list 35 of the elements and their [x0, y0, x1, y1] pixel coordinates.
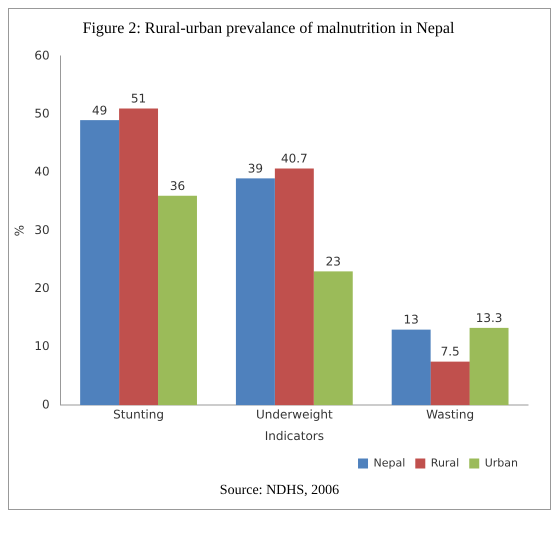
data-label: 51 — [130, 92, 146, 106]
y-tick-label: 60 — [34, 48, 50, 62]
data-label: 36 — [170, 178, 186, 193]
chart-title: Figure 2: Rural-urban prevalance of malnutrition in Nepal — [82, 20, 455, 37]
data-label: 7.5 — [440, 344, 460, 359]
bar — [158, 196, 197, 406]
bar — [392, 330, 431, 406]
legend-label: Rural — [430, 456, 460, 470]
y-tick-label: 30 — [34, 222, 50, 237]
bar — [80, 120, 120, 406]
bar — [236, 178, 275, 406]
data-label: 39 — [248, 161, 264, 176]
x-tick-label: Stunting — [113, 408, 164, 422]
data-label: 40.7 — [280, 152, 308, 166]
y-tick-label: 50 — [34, 106, 50, 120]
x-axis-title: Indicators — [264, 428, 324, 443]
bar — [274, 168, 314, 406]
data-label: 13 — [404, 312, 419, 327]
bar — [430, 362, 470, 406]
data-label: 49 — [92, 103, 108, 118]
y-tick-label: 20 — [34, 280, 50, 295]
bar — [314, 271, 353, 406]
data-label: 13.3 — [476, 310, 502, 325]
legend-label: Nepal — [374, 456, 406, 470]
bar — [119, 108, 158, 406]
y-axis-title: % — [12, 224, 26, 236]
y-tick-label: 40 — [34, 164, 50, 179]
y-tick-label: 0 — [42, 397, 50, 412]
x-tick-label: Underweight — [256, 408, 334, 422]
source-note: Source: NDHS, 2006 — [218, 482, 340, 500]
legend-label: Urban — [484, 456, 518, 470]
bar — [470, 328, 509, 406]
data-label: 23 — [326, 254, 341, 269]
x-tick-label: Wasting — [426, 408, 474, 422]
y-tick-label: 10 — [34, 339, 50, 354]
